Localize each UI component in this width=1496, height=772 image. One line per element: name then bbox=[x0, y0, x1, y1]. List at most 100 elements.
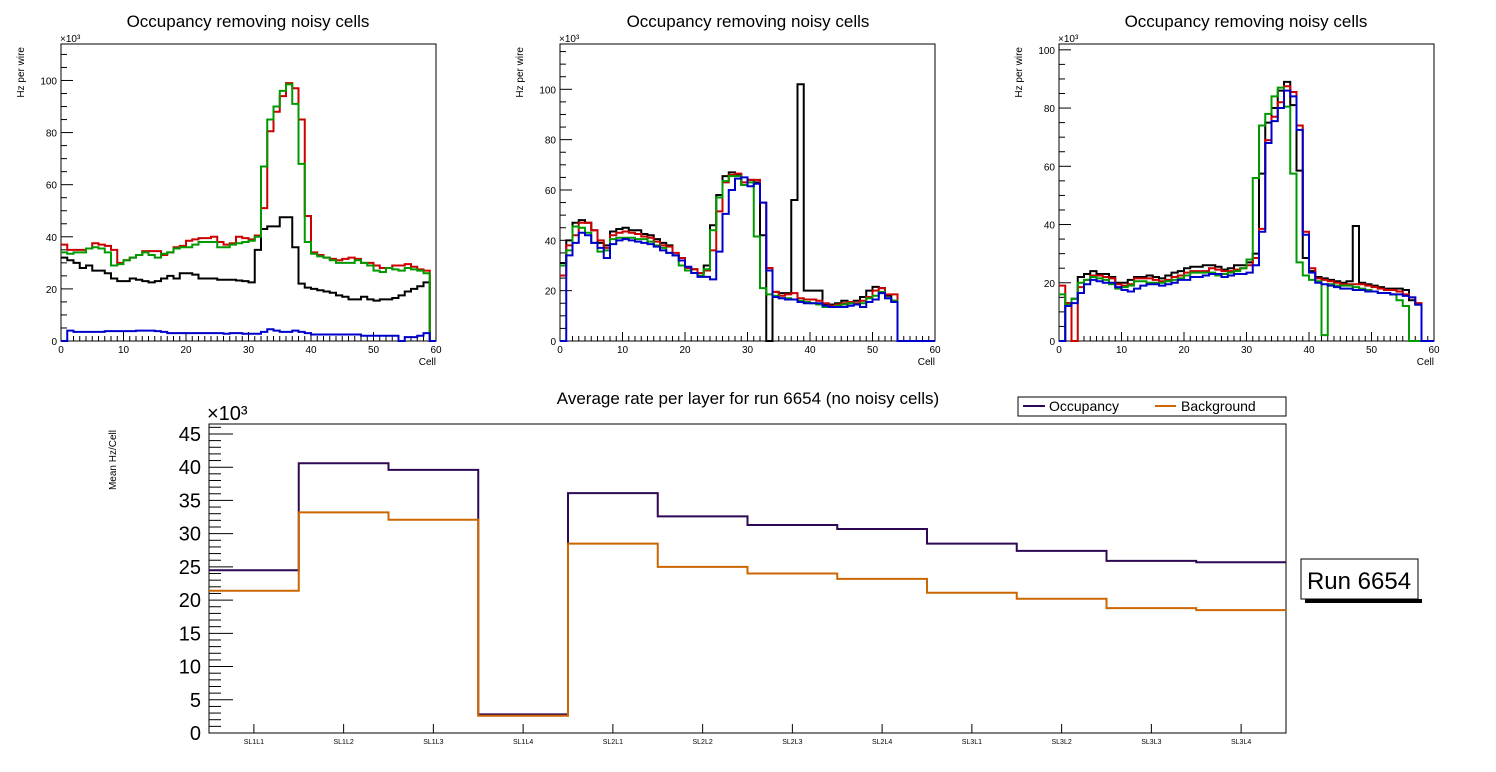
legend: Occupancy Background bbox=[1017, 396, 1287, 417]
y-multiplier-label: ×10³ bbox=[1058, 34, 1079, 45]
series-line-background bbox=[209, 511, 1286, 717]
y-tick-label: 20 bbox=[46, 285, 58, 296]
series-line-black bbox=[1059, 80, 1434, 342]
y-tick-label: 60 bbox=[1044, 162, 1056, 173]
series-line-red bbox=[61, 82, 436, 342]
y-tick-label: 25 bbox=[179, 557, 201, 579]
y-tick-label: 0 bbox=[1049, 337, 1055, 348]
y-multiplier-label: ×10³ bbox=[559, 34, 580, 45]
x-tick-label: 30 bbox=[742, 345, 754, 356]
summary-pad: Average rate per layer for run 6654 (no … bbox=[108, 389, 1422, 746]
x-axis-label: Cell bbox=[419, 357, 436, 368]
y-axis-label: Hz per wire bbox=[1014, 47, 1025, 98]
y-tick-label: 40 bbox=[545, 236, 557, 247]
y-tick-label: 0 bbox=[51, 337, 57, 348]
plot-frame bbox=[60, 43, 437, 342]
y-axis-label: Hz per wire bbox=[16, 47, 27, 98]
y-tick-label: 15 bbox=[179, 623, 201, 645]
histogram-pad-2: Occupancy removing noisy cells 0 10 20 30 40 5… bbox=[515, 12, 941, 368]
x-category-label: SL2L2 bbox=[693, 739, 713, 746]
y-tick-label: 0 bbox=[190, 723, 201, 745]
x-category-label: SL2L3 bbox=[782, 739, 802, 746]
x-tick-label: 0 bbox=[1056, 345, 1062, 356]
y-tick-label: 20 bbox=[179, 590, 201, 612]
y-tick-label: 45 bbox=[179, 424, 201, 446]
x-category-label: SL3L2 bbox=[1052, 739, 1072, 746]
x-category-label: SL2L1 bbox=[603, 739, 623, 746]
y-tick-label: 5 bbox=[190, 690, 201, 712]
x-category-label: SL1L1 bbox=[244, 739, 264, 746]
y-tick-label: 20 bbox=[545, 287, 557, 298]
histogram-pad-3: Occupancy removing noisy cells 0 10 20 30 40 5… bbox=[1014, 12, 1440, 368]
x-tick-label: 60 bbox=[430, 345, 442, 356]
x-tick-label: 20 bbox=[180, 345, 192, 356]
series-line-green bbox=[1059, 86, 1434, 342]
legend-label-occupancy: Occupancy bbox=[1049, 398, 1119, 414]
x-axis-label: Cell bbox=[918, 357, 935, 368]
series-line-blue bbox=[560, 176, 935, 342]
x-tick-label: 60 bbox=[1428, 345, 1440, 356]
y-tick-label: 10 bbox=[179, 657, 201, 679]
x-category-label: SL3L1 bbox=[962, 739, 982, 746]
series-line-blue bbox=[1059, 89, 1434, 342]
histogram-pad-1: Occupancy removing noisy cells 0 10 20 30 40 5… bbox=[16, 12, 442, 368]
plot-frame bbox=[208, 423, 1287, 734]
y-tick-label: 40 bbox=[179, 457, 201, 479]
run-annotation: Run 6654 bbox=[1300, 558, 1422, 603]
x-tick-label: 40 bbox=[804, 345, 816, 356]
series-line-red bbox=[1059, 85, 1434, 342]
series-line-green bbox=[560, 175, 935, 342]
y-tick-label: 100 bbox=[1038, 46, 1055, 57]
x-tick-label: 40 bbox=[1303, 345, 1315, 356]
y-tick-label: 40 bbox=[46, 233, 58, 244]
x-tick-label: 10 bbox=[617, 345, 629, 356]
y-tick-label: 80 bbox=[46, 129, 58, 140]
y-tick-label: 0 bbox=[550, 337, 556, 348]
annotation-box bbox=[1300, 558, 1419, 600]
series-line-occupancy bbox=[209, 462, 1286, 716]
y-multiplier-label: ×10³ bbox=[207, 403, 248, 425]
x-tick-label: 60 bbox=[929, 345, 941, 356]
y-tick-label: 60 bbox=[46, 181, 58, 192]
x-tick-label: 20 bbox=[1178, 345, 1190, 356]
y-multiplier-label: ×10³ bbox=[60, 34, 81, 45]
chart-title: Occupancy removing noisy cells bbox=[1125, 12, 1368, 31]
plot-frame bbox=[1058, 43, 1435, 342]
x-tick-label: 50 bbox=[1366, 345, 1378, 356]
x-category-label: SL1L2 bbox=[334, 739, 354, 746]
legend-label-background: Background bbox=[1181, 398, 1256, 414]
x-axis-label: Cell bbox=[1417, 357, 1434, 368]
x-tick-label: 30 bbox=[1241, 345, 1253, 356]
x-category-label: SL3L3 bbox=[1141, 739, 1161, 746]
y-tick-label: 30 bbox=[179, 524, 201, 546]
y-tick-label: 40 bbox=[1044, 221, 1056, 232]
series-line-red bbox=[560, 172, 935, 342]
series-line-black bbox=[560, 83, 935, 342]
chart-title: Occupancy removing noisy cells bbox=[127, 12, 370, 31]
y-tick-label: 80 bbox=[1044, 104, 1056, 115]
x-category-label: SL1L3 bbox=[423, 739, 443, 746]
y-tick-label: 20 bbox=[1044, 279, 1056, 290]
x-category-label: SL1L4 bbox=[513, 739, 533, 746]
x-category-label: SL2L4 bbox=[872, 739, 892, 746]
x-category-label: SL3L4 bbox=[1231, 739, 1251, 746]
y-axis-label: Hz per wire bbox=[515, 47, 526, 98]
y-tick-label: 35 bbox=[179, 490, 201, 512]
x-tick-label: 20 bbox=[679, 345, 691, 356]
chart-title: Average rate per layer for run 6654 (no … bbox=[557, 389, 939, 408]
y-tick-label: 100 bbox=[40, 76, 57, 87]
chart-title: Occupancy removing noisy cells bbox=[627, 12, 870, 31]
y-tick-label: 80 bbox=[545, 136, 557, 147]
x-tick-label: 50 bbox=[368, 345, 380, 356]
x-tick-label: 0 bbox=[58, 345, 64, 356]
x-tick-label: 0 bbox=[557, 345, 563, 356]
x-tick-label: 10 bbox=[1116, 345, 1128, 356]
series-line-blue bbox=[61, 328, 436, 342]
series-line-green bbox=[61, 83, 436, 342]
y-axis-label: Mean Hz/Cell bbox=[108, 430, 119, 490]
x-tick-label: 40 bbox=[305, 345, 317, 356]
legend-box bbox=[1017, 396, 1287, 417]
y-tick-label: 60 bbox=[545, 186, 557, 197]
x-tick-label: 10 bbox=[118, 345, 130, 356]
